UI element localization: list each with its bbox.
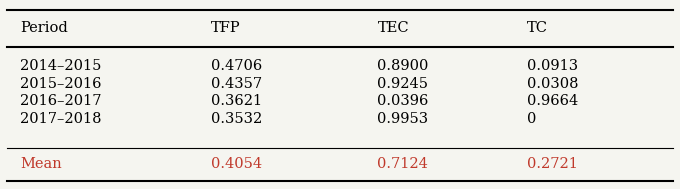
Text: 0.0396: 0.0396 [377, 94, 429, 108]
Text: Mean: Mean [20, 157, 62, 171]
Text: 0.4357: 0.4357 [211, 77, 262, 91]
Text: 0.3621: 0.3621 [211, 94, 262, 108]
Text: 2015–2016: 2015–2016 [20, 77, 102, 91]
Text: 0.9245: 0.9245 [377, 77, 428, 91]
Text: 0.9664: 0.9664 [527, 94, 578, 108]
Text: Period: Period [20, 21, 68, 35]
Text: 0: 0 [527, 112, 537, 126]
Text: 0.0308: 0.0308 [527, 77, 579, 91]
Text: TFP: TFP [211, 21, 241, 35]
Text: 0.7124: 0.7124 [377, 157, 428, 171]
Text: 0.4054: 0.4054 [211, 157, 262, 171]
Text: 0.0913: 0.0913 [527, 59, 578, 73]
Text: 0.2721: 0.2721 [527, 157, 578, 171]
Text: 0.3532: 0.3532 [211, 112, 262, 126]
Text: 0.8900: 0.8900 [377, 59, 429, 73]
Text: 2016–2017: 2016–2017 [20, 94, 102, 108]
Text: TEC: TEC [377, 21, 409, 35]
Text: 0.4706: 0.4706 [211, 59, 262, 73]
Text: 2014–2015: 2014–2015 [20, 59, 102, 73]
Text: TC: TC [527, 21, 548, 35]
Text: 2017–2018: 2017–2018 [20, 112, 102, 126]
Text: 0.9953: 0.9953 [377, 112, 428, 126]
